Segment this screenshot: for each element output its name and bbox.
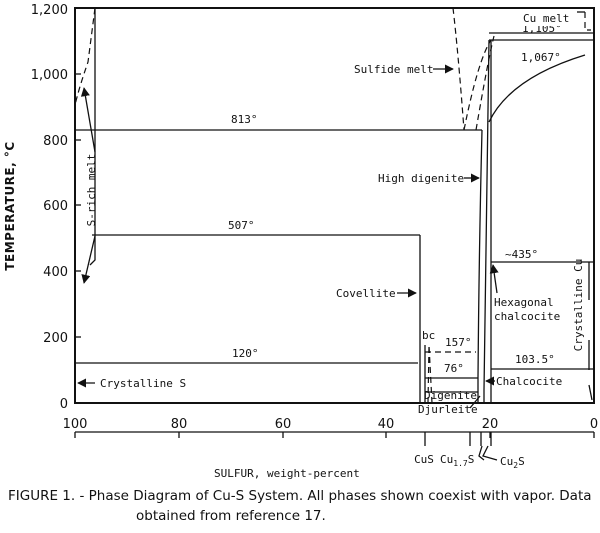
s-melt-curve: [74, 7, 96, 106]
y-tick-600: 600: [43, 199, 68, 214]
x-tick-60: 60: [275, 417, 292, 432]
temp-435: ~435°: [505, 248, 538, 261]
label-crystalline-s: Crystalline S: [100, 377, 186, 390]
s-liquidus: [89, 8, 96, 266]
y-tick-1200: 1,200: [31, 3, 68, 18]
sulfide-melt-curve-left: [452, 7, 465, 131]
x-tick-80: 80: [171, 417, 188, 432]
curve-1067: [488, 54, 586, 123]
y-axis-label: TEMPERATURE, °C: [3, 141, 17, 270]
label-cu2s: Cu2S: [500, 455, 525, 470]
label-chalcocite-hex: chalcocite: [494, 310, 560, 323]
temp-76: 76°: [444, 362, 464, 375]
plot-frame: [74, 7, 595, 404]
y-tick-1000: 1,000: [31, 68, 68, 83]
label-sulfide-melt: Sulfide melt: [354, 63, 433, 76]
label-high-digenite: High digenite: [378, 172, 464, 185]
label-chalcocite: Chalcocite: [496, 375, 562, 388]
label-covellite: Covellite: [336, 287, 396, 300]
digenite-boundary-right: [483, 39, 490, 403]
y-tick-400: 400: [43, 265, 68, 280]
x-axis: 100 80 60 40 20 0: [63, 417, 598, 446]
x-axis-label: SULFUR, weight-percent: [214, 467, 360, 480]
sulfide-melt-curve-right: [463, 39, 492, 131]
label-crystalline-cu: Crystalline Cu: [572, 259, 585, 352]
y-tick-0: 0: [60, 397, 68, 412]
label-digenite: Digenite: [424, 389, 477, 402]
label-bc: bc: [422, 329, 435, 342]
label-cus: CuS: [414, 453, 434, 466]
temp-1067: 1,067°: [521, 51, 561, 64]
cu2s-leader: [482, 445, 498, 461]
y-tick-800: 800: [43, 134, 68, 149]
x-tick-0: 0: [590, 417, 598, 432]
x-tick-20: 20: [482, 417, 499, 432]
label-hexagonal: Hexagonal: [494, 296, 554, 309]
x-tick-100: 100: [63, 417, 88, 432]
temp-1035: 103.5°: [515, 353, 555, 366]
digenite-boundary-left: [477, 129, 483, 403]
phase-boundaries: [74, 7, 594, 404]
temp-157: 157°: [445, 336, 472, 349]
phase-diagram: 0 200 400 600 800 1,000 1,200 TEMPERATUR…: [3, 3, 598, 480]
label-cu17s: Cu1.7S: [440, 453, 474, 468]
label-djurleite: Djurleite: [418, 403, 478, 416]
caption-line-2: obtained from reference 17.: [136, 508, 326, 524]
temp-813: 813°: [231, 113, 258, 126]
y-tick-200: 200: [43, 331, 68, 346]
temp-507: 507°: [228, 219, 255, 232]
temp-120: 120°: [232, 347, 259, 360]
label-cu-melt: Cu melt: [523, 12, 569, 25]
figure-caption: FIGURE 1. - Phase Diagram of Cu-S System…: [8, 486, 596, 526]
x-tick-40: 40: [378, 417, 395, 432]
label-s-rich-melt: S-rich melt: [85, 154, 98, 227]
y-axis-ticks: 0 200 400 600 800 1,000 1,200: [31, 3, 81, 412]
caption-line-1: FIGURE 1. - Phase Diagram of Cu-S System…: [8, 488, 592, 504]
